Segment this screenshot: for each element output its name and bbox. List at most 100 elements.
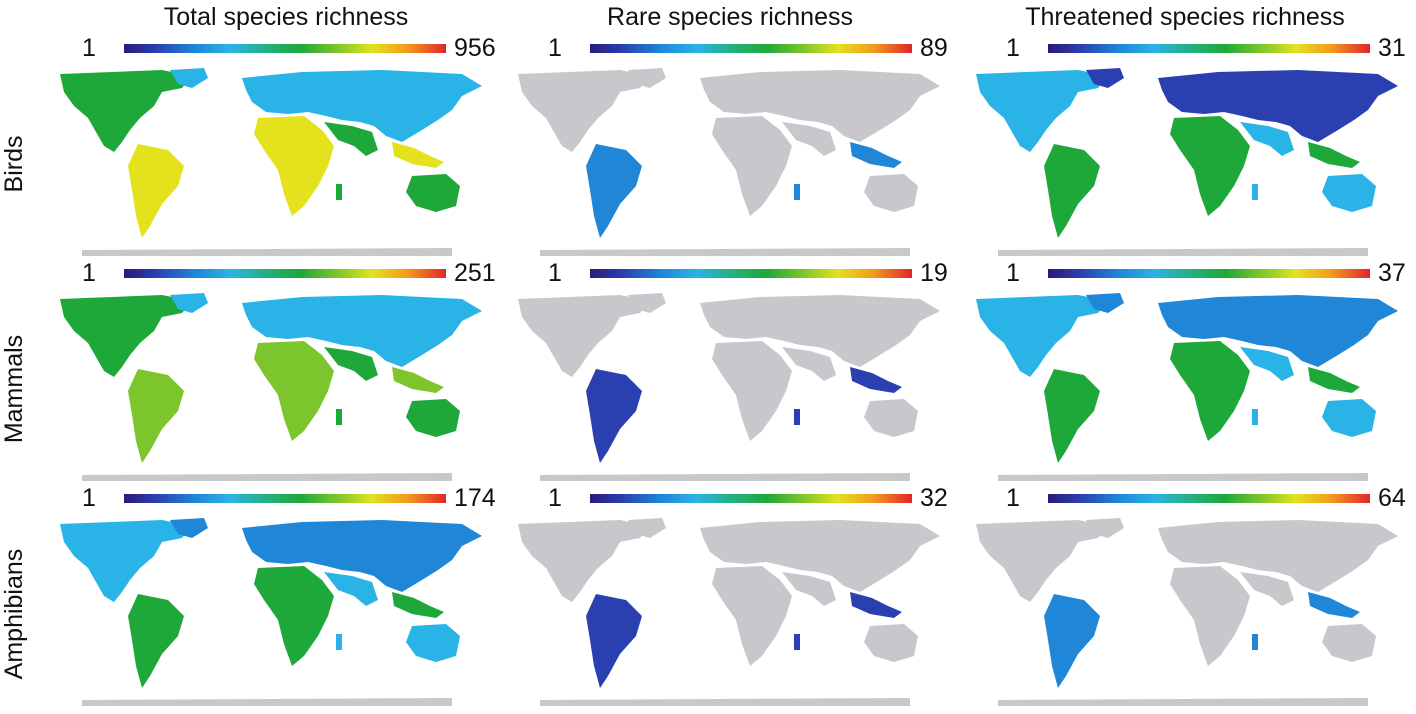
column-title-total: Total species richness xyxy=(163,3,409,31)
map-region-africa xyxy=(254,116,334,216)
world-map xyxy=(518,293,940,481)
map-amphibians-rare xyxy=(500,516,950,706)
map-region-south-america xyxy=(128,594,184,688)
world-map xyxy=(60,68,482,256)
map-region-europe-asia xyxy=(700,520,940,592)
map-region-se-asia-islands xyxy=(392,367,444,393)
map-region-north-america xyxy=(976,70,1108,152)
map-region-africa xyxy=(254,566,334,666)
map-region-australia xyxy=(1322,624,1376,662)
map-region-greenland xyxy=(170,518,208,538)
world-map xyxy=(976,68,1398,256)
column-title-threatened: Threatened species richness xyxy=(1025,3,1345,31)
color-scale-bar xyxy=(1048,269,1370,278)
world-map xyxy=(60,518,482,706)
map-region-se-asia-islands xyxy=(392,592,444,618)
world-map xyxy=(518,68,940,256)
legend-max: 19 xyxy=(920,259,948,287)
legend-max: 174 xyxy=(454,484,496,512)
map-region-madagascar xyxy=(336,184,342,200)
map-region-north-america xyxy=(60,70,192,152)
map-birds-rare xyxy=(500,66,950,256)
map-region-greenland xyxy=(170,68,208,88)
map-amphibians-threatened xyxy=(958,516,1408,706)
color-scale-bar xyxy=(1048,44,1370,53)
color-scale-bar xyxy=(590,269,912,278)
legend-max: 956 xyxy=(454,34,496,62)
map-region-se-asia-islands xyxy=(850,592,902,618)
map-region-europe-asia xyxy=(1158,295,1398,367)
color-scale-bar xyxy=(124,494,446,503)
map-region-north-america xyxy=(976,520,1108,602)
legend-min: 1 xyxy=(1006,34,1020,62)
map-region-se-asia-islands xyxy=(1308,367,1360,393)
map-region-antarctica xyxy=(540,473,910,481)
map-region-africa xyxy=(1170,116,1250,216)
map-region-australia xyxy=(1322,399,1376,437)
map-amphibians-total xyxy=(42,516,492,706)
map-region-europe-asia xyxy=(242,70,482,142)
map-region-antarctica xyxy=(82,473,452,481)
map-region-australia xyxy=(864,174,918,212)
map-mammals-rare xyxy=(500,291,950,481)
map-region-se-asia-islands xyxy=(850,142,902,168)
map-region-se-asia-islands xyxy=(392,142,444,168)
map-region-antarctica xyxy=(540,248,910,256)
map-region-arabia-india xyxy=(782,572,836,606)
map-birds-threatened xyxy=(958,66,1408,256)
map-region-antarctica xyxy=(540,698,910,706)
color-scale-bar xyxy=(590,44,912,53)
legend-max: 251 xyxy=(454,259,496,287)
map-region-north-america xyxy=(518,520,650,602)
legend-max: 37 xyxy=(1378,259,1406,287)
legend-max: 64 xyxy=(1378,484,1406,512)
map-region-madagascar xyxy=(1252,184,1258,200)
row-label-birds: Birds xyxy=(0,135,28,193)
map-region-greenland xyxy=(170,293,208,313)
map-region-antarctica xyxy=(82,248,452,256)
map-region-greenland xyxy=(1086,518,1124,538)
map-region-arabia-india xyxy=(1240,122,1294,156)
column-title-rare: Rare species richness xyxy=(607,3,853,31)
map-region-madagascar xyxy=(1252,409,1258,425)
map-region-north-america xyxy=(60,295,192,377)
world-map xyxy=(976,293,1398,481)
legend-max: 89 xyxy=(920,34,948,62)
map-region-antarctica xyxy=(998,698,1368,706)
map-region-africa xyxy=(712,341,792,441)
map-region-greenland xyxy=(628,293,666,313)
map-region-greenland xyxy=(1086,68,1124,88)
legend-min: 1 xyxy=(548,34,562,62)
map-region-greenland xyxy=(1086,293,1124,313)
map-region-australia xyxy=(864,624,918,662)
map-region-australia xyxy=(406,399,460,437)
map-region-australia xyxy=(864,399,918,437)
color-scale-bar xyxy=(124,44,446,53)
map-region-africa xyxy=(254,341,334,441)
map-region-south-america xyxy=(586,594,642,688)
map-region-south-america xyxy=(1044,369,1100,463)
legend-min: 1 xyxy=(82,34,96,62)
map-region-south-america xyxy=(128,369,184,463)
world-map xyxy=(976,518,1398,706)
legend-min: 1 xyxy=(82,484,96,512)
legend-min: 1 xyxy=(1006,484,1020,512)
map-region-europe-asia xyxy=(1158,70,1398,142)
map-region-antarctica xyxy=(82,698,452,706)
map-region-arabia-india xyxy=(782,347,836,381)
map-region-arabia-india xyxy=(1240,572,1294,606)
map-region-madagascar xyxy=(794,409,800,425)
map-region-north-america xyxy=(976,295,1108,377)
map-region-se-asia-islands xyxy=(1308,142,1360,168)
legend-max: 32 xyxy=(920,484,948,512)
map-region-africa xyxy=(1170,566,1250,666)
map-region-madagascar xyxy=(336,409,342,425)
map-region-europe-asia xyxy=(700,295,940,367)
map-region-europe-asia xyxy=(242,520,482,592)
legend-min: 1 xyxy=(548,484,562,512)
map-region-europe-asia xyxy=(242,295,482,367)
map-region-south-america xyxy=(586,369,642,463)
map-region-australia xyxy=(406,624,460,662)
map-mammals-threatened xyxy=(958,291,1408,481)
